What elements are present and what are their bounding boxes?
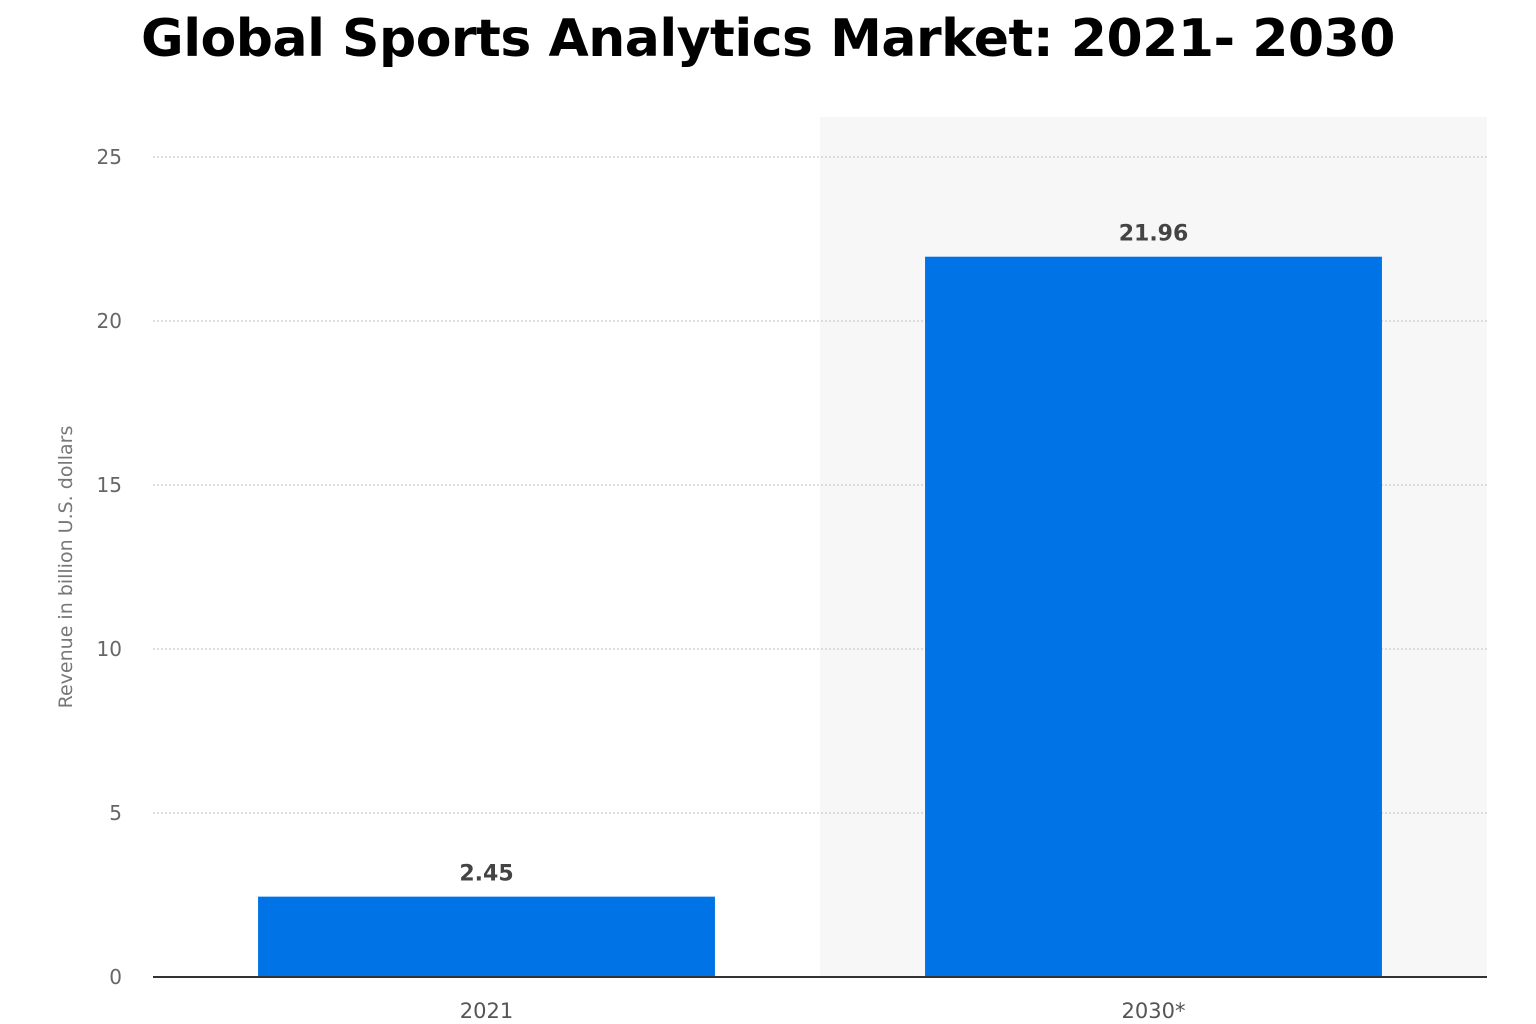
data-label-layer: 2.45 21.96 <box>459 222 1188 887</box>
data-label: 21.96 <box>1119 222 1189 247</box>
y-tick-label: 10 <box>97 637 122 661</box>
bar-layer <box>258 256 1382 977</box>
bar-2030 <box>925 256 1382 977</box>
y-tick-label: 25 <box>97 145 122 169</box>
y-tick-label: 5 <box>109 801 122 825</box>
x-tick-label: 2021 <box>460 999 513 1023</box>
y-tick-label: 20 <box>97 309 122 333</box>
y-axis-title: Revenue in billion U.S. dollars <box>55 426 77 709</box>
chart-title: Global Sports Analytics Market: 2021- 20… <box>141 9 1395 69</box>
data-label: 2.45 <box>459 862 513 887</box>
y-tick-label: 15 <box>97 473 122 497</box>
y-tick-label: 0 <box>109 965 122 989</box>
y-tick-layer: 0 5 10 15 20 25 <box>97 145 122 989</box>
x-tick-layer: 2021 2030* <box>460 999 1186 1023</box>
x-tick-label: 2030* <box>1122 999 1186 1023</box>
bar-2021 <box>258 896 715 977</box>
